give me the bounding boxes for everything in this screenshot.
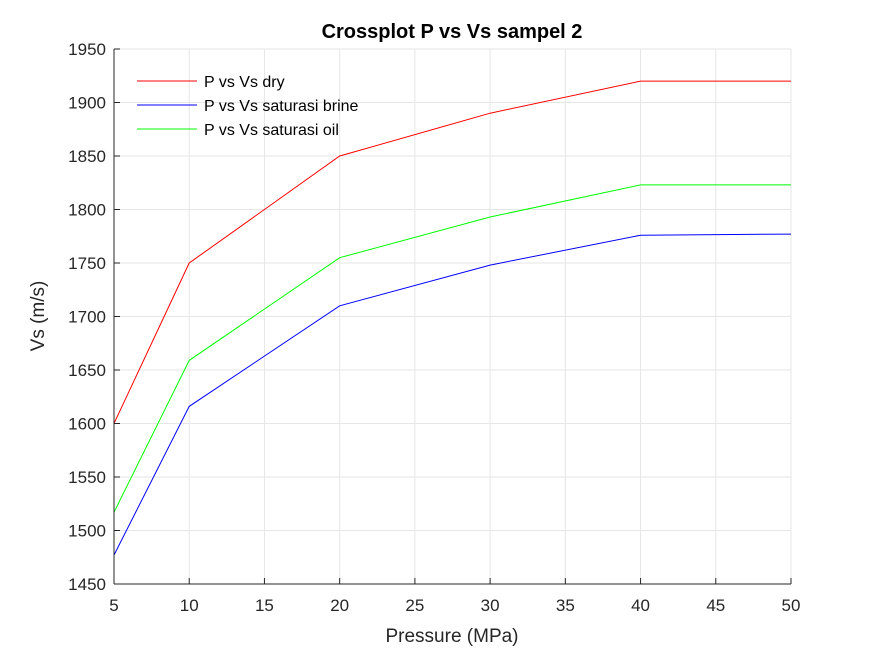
y-tick-label: 1550 [68,468,106,487]
legend-label: P vs Vs saturasi brine [204,98,359,115]
x-tick-label: 40 [631,596,650,615]
x-ticks: 5 10 15 20 25 30 35 40 45 50 [109,578,800,615]
y-tick-label: 1600 [68,415,106,434]
x-tick-label: 45 [706,596,725,615]
y-axis-label: Vs (m/s) [28,281,49,352]
x-axis-label: Pressure (MPa) [385,626,518,647]
x-tick-label: 15 [255,596,274,615]
series-line-1 [113,80,791,424]
y-tick-label: 1500 [68,522,106,541]
x-tick-label: 10 [180,596,199,615]
chart-title: Crossplot P vs Vs sampel 2 [322,21,583,43]
series-line-2 [113,233,792,556]
y-tick-label: 1800 [68,201,106,220]
series-line-3 [113,184,791,513]
x-tick-label: 20 [330,596,349,615]
y-tick-label: 1650 [68,361,106,380]
y-tick-label: 1750 [68,254,106,273]
y-tick-label: 1950 [68,40,106,59]
x-tick-label: 50 [782,596,801,615]
series-layer [113,80,792,556]
y-tick-label: 1450 [68,575,106,594]
y-tick-label: 1850 [68,147,106,166]
x-tick-label: 30 [481,596,500,615]
legend: P vs Vs dry P vs Vs saturasi brine P vs Vs… [137,74,359,139]
y-tick-label: 1700 [68,308,106,327]
legend-label: P vs Vs saturasi oil [204,122,339,139]
y-tick-label: 1900 [68,94,106,113]
legend-label: P vs Vs dry [204,74,285,91]
x-tick-label: 5 [109,596,118,615]
x-tick-label: 35 [556,596,575,615]
x-tick-label: 25 [405,596,424,615]
y-ticks: 1450 1500 1550 1600 1650 1700 1750 1800 1850 1900… [68,40,120,594]
